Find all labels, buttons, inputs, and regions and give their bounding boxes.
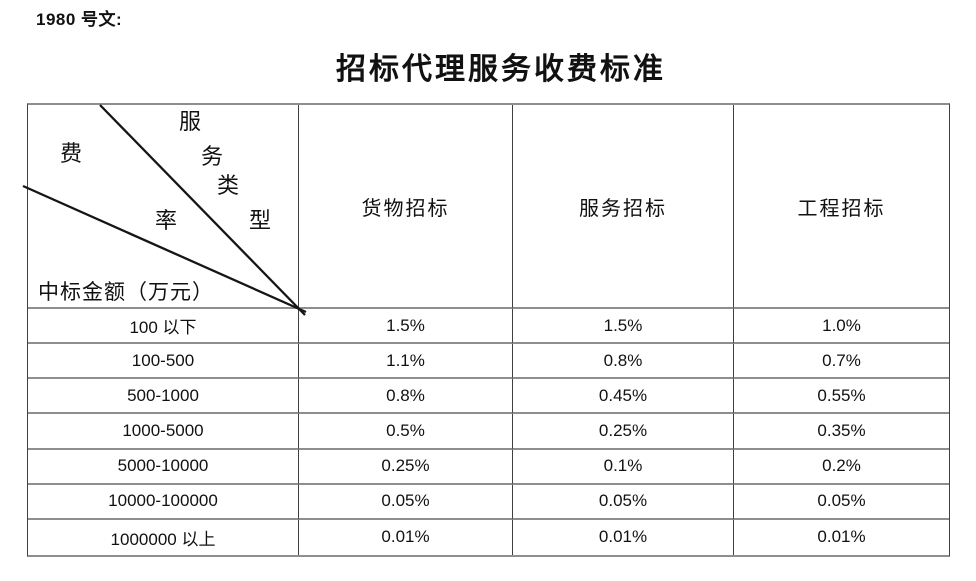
- rate-cell: 0.01%: [817, 527, 866, 547]
- rate-cell: 0.01%: [299, 519, 513, 555]
- fee-rate-char: 费: [60, 141, 83, 166]
- row-label-cell: 100-500: [28, 344, 299, 380]
- rate-cell: 0.8%: [299, 379, 513, 415]
- service-type-char: 务: [201, 144, 224, 169]
- rate-cell: 0.25%: [513, 414, 734, 450]
- rate-cell: 0.05%: [734, 485, 949, 520]
- column-header-goods: 货物招标: [299, 105, 513, 309]
- row-label-cell: 1000000 以上: [28, 519, 299, 555]
- doc-number: 1980 号文:: [36, 10, 123, 29]
- fee-rate-char: 率: [155, 208, 178, 233]
- amount-axis-label: 中标金额（万元）: [38, 280, 214, 304]
- rate-cell: 0.5%: [299, 414, 513, 450]
- rate-cell: 0.1%: [513, 449, 734, 485]
- rate-cell: 0.7%: [734, 344, 949, 380]
- rate-cell: 0.35%: [734, 414, 949, 450]
- column-header-engineering: 工程招标: [734, 105, 949, 309]
- rate-cell: 0.05%: [299, 484, 513, 520]
- rate-cell: 0.01%: [513, 519, 734, 555]
- rate-cell: 1.5%: [299, 309, 513, 345]
- rate-cell: 0.55%: [734, 379, 949, 415]
- row-label-cell: 500-1000: [28, 379, 299, 415]
- rate-cell: 0.25%: [299, 449, 513, 485]
- rate-cell: 0.05%: [513, 484, 734, 520]
- page-title: 招标代理服务收费标准: [336, 53, 666, 86]
- service-type-char: 型: [249, 208, 272, 233]
- rate-cell: 0.2%: [734, 450, 949, 485]
- rate-cell: 1.5%: [513, 309, 734, 345]
- rate-cell: 1.0%: [734, 309, 949, 345]
- rate-cell: 1.1%: [299, 344, 513, 380]
- service-type-char: 类: [217, 173, 240, 198]
- fee-table: 服 务 类 型 费 率 中标金额（万元） 货物招标 服务招标 工程招标 100 …: [22, 103, 950, 557]
- row-label-cell: 100 以下: [28, 309, 299, 345]
- rate-cell: 0.8%: [513, 344, 734, 380]
- service-type-char: 服: [179, 109, 202, 134]
- row-label-cell: 5000-10000: [28, 449, 299, 485]
- row-label-cell: 10000-100000: [28, 484, 299, 520]
- column-header-services: 服务招标: [513, 105, 734, 309]
- row-label-cell: 1000-5000: [28, 414, 299, 450]
- diagonal-lines: [22, 104, 307, 316]
- diagonal-header-cell: 服 务 类 型 费 率 中标金额（万元）: [22, 104, 307, 316]
- rate-cell: 0.45%: [513, 379, 734, 415]
